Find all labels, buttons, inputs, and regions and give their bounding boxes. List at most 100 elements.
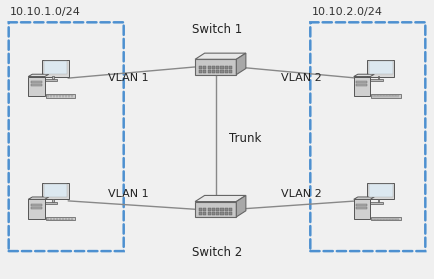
Bar <box>59 95 61 96</box>
Bar <box>393 219 396 220</box>
Bar <box>56 95 58 96</box>
Polygon shape <box>371 94 401 98</box>
Bar <box>229 66 232 69</box>
Bar <box>207 66 211 69</box>
Bar <box>207 208 211 211</box>
Text: Switch 2: Switch 2 <box>192 246 242 259</box>
Bar <box>369 79 383 81</box>
Bar <box>378 95 381 96</box>
Bar <box>216 208 219 211</box>
Text: 10.10.1.0/24: 10.10.1.0/24 <box>10 7 80 17</box>
Bar <box>65 96 67 97</box>
Bar <box>390 96 393 97</box>
Bar <box>356 84 368 86</box>
Bar <box>56 96 58 97</box>
Bar <box>220 212 224 215</box>
Bar <box>369 202 383 204</box>
Bar <box>203 69 207 73</box>
Bar <box>50 95 52 96</box>
Bar <box>387 96 390 97</box>
Bar <box>31 84 42 86</box>
Text: 10.10.2.0/24: 10.10.2.0/24 <box>312 7 383 17</box>
Bar <box>378 76 379 79</box>
Bar <box>385 219 387 220</box>
Text: Trunk: Trunk <box>229 132 262 145</box>
Bar <box>44 202 57 204</box>
Bar <box>385 96 387 97</box>
Bar <box>396 219 399 220</box>
Polygon shape <box>354 197 374 199</box>
Text: VLAN 1: VLAN 1 <box>108 73 148 83</box>
Bar <box>43 61 67 74</box>
Bar <box>65 219 67 220</box>
Bar <box>375 219 378 220</box>
Polygon shape <box>42 183 69 199</box>
Bar <box>375 95 378 96</box>
Bar <box>50 96 52 97</box>
Bar <box>71 96 73 97</box>
Bar <box>378 219 381 220</box>
Bar <box>356 81 368 83</box>
Polygon shape <box>46 94 75 98</box>
Bar <box>50 219 52 220</box>
Bar <box>68 96 70 97</box>
Bar <box>31 207 42 209</box>
Polygon shape <box>354 74 374 76</box>
Bar <box>56 219 58 220</box>
Polygon shape <box>28 76 45 96</box>
Bar <box>47 96 49 97</box>
Bar <box>68 219 70 220</box>
Polygon shape <box>367 60 394 76</box>
Polygon shape <box>367 183 394 199</box>
Bar <box>381 96 384 97</box>
Bar <box>199 69 202 73</box>
Bar <box>390 219 393 220</box>
Bar <box>212 208 215 211</box>
Polygon shape <box>354 199 370 219</box>
Bar <box>199 208 202 211</box>
Bar <box>220 208 224 211</box>
Bar <box>62 96 64 97</box>
Bar <box>203 208 207 211</box>
Bar <box>393 96 396 97</box>
Bar <box>225 208 228 211</box>
Bar <box>43 184 67 197</box>
Polygon shape <box>46 217 75 220</box>
Bar <box>65 95 67 96</box>
Bar <box>387 95 390 96</box>
Bar <box>71 95 73 96</box>
Bar <box>53 95 55 96</box>
Bar <box>62 219 64 220</box>
Bar <box>53 96 55 97</box>
Bar <box>225 69 228 73</box>
Bar <box>356 204 368 206</box>
Bar <box>396 95 399 96</box>
Polygon shape <box>195 201 236 217</box>
Polygon shape <box>42 60 69 76</box>
Bar <box>220 66 224 69</box>
Bar <box>52 76 54 79</box>
Bar <box>199 66 202 69</box>
Bar <box>381 219 384 220</box>
Bar <box>369 61 392 74</box>
Text: VLAN 1: VLAN 1 <box>108 189 148 199</box>
Polygon shape <box>195 53 246 59</box>
Bar <box>199 212 202 215</box>
Bar <box>47 219 49 220</box>
Bar <box>71 219 73 220</box>
Text: Switch 1: Switch 1 <box>192 23 242 36</box>
Bar <box>59 96 61 97</box>
Bar <box>225 66 228 69</box>
Bar <box>53 219 55 220</box>
Bar <box>216 69 219 73</box>
Bar <box>220 69 224 73</box>
Bar <box>203 212 207 215</box>
Bar <box>216 212 219 215</box>
Bar <box>59 219 61 220</box>
Bar <box>372 95 375 96</box>
Polygon shape <box>195 59 236 74</box>
Bar <box>387 219 390 220</box>
Polygon shape <box>371 217 401 220</box>
Bar <box>390 95 393 96</box>
Polygon shape <box>28 199 45 219</box>
